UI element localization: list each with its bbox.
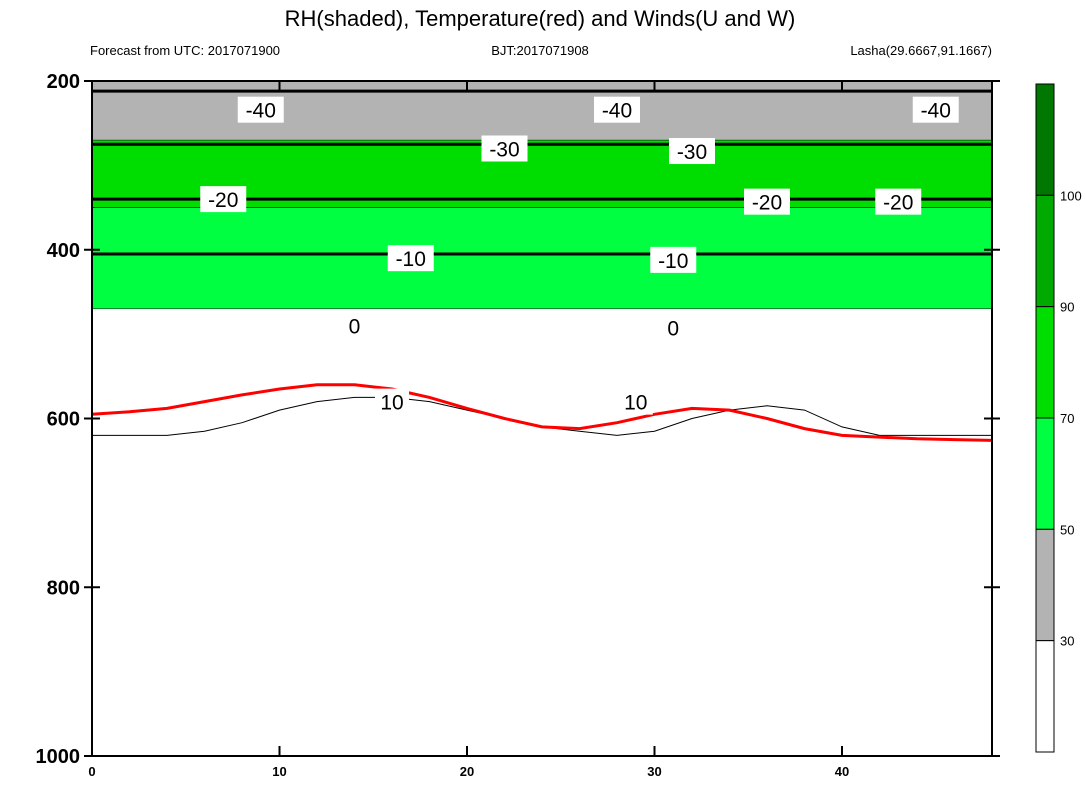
colorbar-tick-label: 70 bbox=[1060, 411, 1074, 426]
contour-label-box bbox=[237, 96, 284, 123]
plot-area: -40 -40 -40-30 -30-20 -20 -20-10 -100 010 102004… bbox=[36, 71, 1000, 779]
contour-label-7: -20 bbox=[875, 188, 922, 215]
rh-band-1 bbox=[91, 207, 993, 310]
contour-label-0: -40 bbox=[237, 96, 284, 123]
contour-label-box bbox=[669, 138, 715, 165]
contour-label-5: -20 bbox=[200, 186, 247, 213]
contour-label-6: -20 bbox=[744, 188, 790, 215]
contour-label-text: -30 bbox=[489, 139, 519, 162]
contour-label-box bbox=[387, 245, 434, 272]
contour-label-box bbox=[481, 135, 528, 162]
y-tick-label: 800 bbox=[47, 577, 80, 599]
contour-label-8: -10 bbox=[387, 245, 434, 272]
contour-label-12: 10 bbox=[375, 388, 409, 415]
contour-label-text: -10 bbox=[658, 250, 688, 273]
colorbar-segment bbox=[1035, 417, 1055, 530]
colorbar-tick-label: 90 bbox=[1060, 300, 1074, 315]
contour-label-box bbox=[375, 388, 409, 415]
x-tick-label: 10 bbox=[272, 764, 286, 779]
colorbar-tick-label: 100 bbox=[1060, 188, 1082, 203]
contour-label-3: -30 bbox=[481, 135, 528, 162]
contour-label-10: 0 bbox=[343, 312, 366, 339]
contour-label-box bbox=[875, 188, 922, 215]
colorbar-segment bbox=[1035, 194, 1055, 308]
contour-label-text: -10 bbox=[396, 248, 426, 271]
x-tick-label: 40 bbox=[835, 764, 849, 779]
contour-label-box bbox=[650, 246, 697, 273]
contour-label-text: -30 bbox=[677, 141, 707, 164]
contour-label-box bbox=[912, 96, 959, 123]
contour-label-text: -20 bbox=[208, 189, 238, 212]
contour-label-13: 10 bbox=[618, 388, 653, 415]
contour-label-text: -20 bbox=[752, 192, 782, 215]
contour-label-2: -40 bbox=[912, 96, 959, 123]
contour-label-11: 0 bbox=[662, 314, 685, 341]
contour-label-text: 10 bbox=[380, 392, 403, 415]
contour-label-box bbox=[594, 96, 640, 123]
contour-label-text: 0 bbox=[667, 317, 679, 340]
colorbar-segment bbox=[1035, 306, 1055, 419]
x-tick-label: 0 bbox=[88, 764, 95, 779]
colorbar-segment bbox=[1035, 83, 1055, 196]
colorbar-tick-label: 50 bbox=[1060, 522, 1074, 537]
contour-label-text: 10 bbox=[624, 392, 647, 415]
contour-label-text: -40 bbox=[602, 100, 632, 123]
y-tick-label: 1000 bbox=[36, 746, 81, 768]
x-tick-label: 20 bbox=[460, 764, 474, 779]
contour-label-box bbox=[662, 314, 685, 341]
contour-label-text: 0 bbox=[349, 316, 361, 339]
y-tick-label: 600 bbox=[47, 409, 80, 431]
contour-label-text: -40 bbox=[246, 100, 276, 123]
contour-label-1: -40 bbox=[594, 96, 640, 123]
subtitle-left: Forecast from UTC: 2017071900 bbox=[90, 43, 280, 58]
chart-title: RH(shaded), Temperature(red) and Winds(U… bbox=[285, 6, 796, 31]
colorbar-segment bbox=[1035, 640, 1055, 753]
colorbar-tick-label: 30 bbox=[1060, 634, 1074, 649]
contour-label-text: -20 bbox=[883, 192, 913, 215]
contour-label-box bbox=[343, 312, 366, 339]
contour-label-box bbox=[200, 186, 247, 213]
y-tick-label: 400 bbox=[47, 240, 80, 262]
contour-label-box bbox=[744, 188, 790, 215]
colorbar: 30 50 70 90 100 bbox=[1035, 83, 1082, 753]
contour-label-box bbox=[618, 388, 653, 415]
y-tick-label: 200 bbox=[47, 71, 80, 93]
temperature-line-5 bbox=[91, 383, 993, 442]
subtitle-center: BJT:2017071908 bbox=[491, 43, 589, 58]
contour-label-text: -40 bbox=[921, 100, 951, 123]
colorbar-segment bbox=[1035, 528, 1055, 642]
contour-label-4: -30 bbox=[669, 138, 715, 165]
contour-label-9: -10 bbox=[650, 246, 697, 273]
surface-mask bbox=[91, 396, 993, 757]
subtitle-right: Lasha(29.6667,91.1667) bbox=[850, 43, 992, 58]
x-tick-label: 30 bbox=[647, 764, 661, 779]
temperature-line-4 bbox=[91, 324, 992, 349]
